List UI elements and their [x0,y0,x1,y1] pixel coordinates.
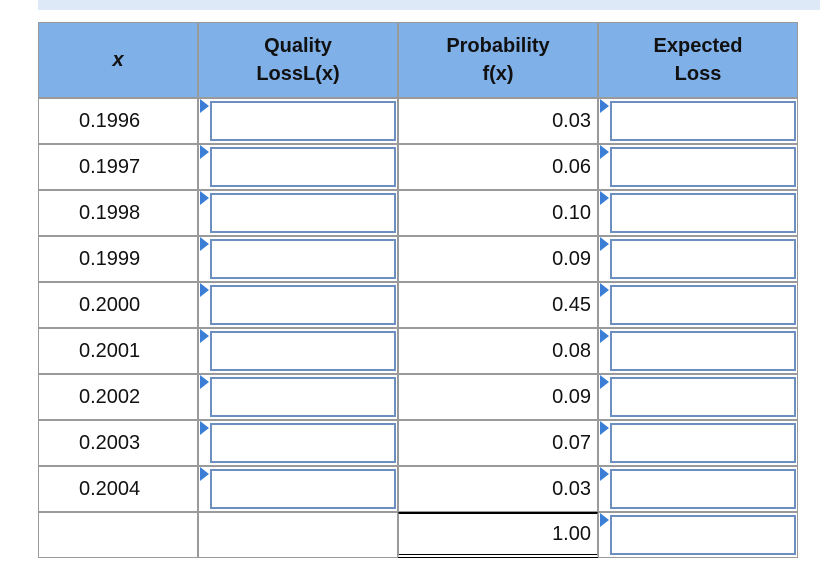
expected-cell [598,328,798,374]
input-marker [600,467,609,481]
input-box[interactable] [610,469,796,509]
input-marker [200,99,209,113]
input-marker [200,283,209,297]
input-box[interactable] [210,193,396,233]
input-box[interactable] [210,239,396,279]
expected-cell [598,144,798,190]
quality-cell [198,466,398,512]
header-cell: Expected Loss [598,22,798,98]
x-cell: 0.1998 [38,190,198,236]
x-cell: 0.2002 [38,374,198,420]
input-box[interactable] [610,147,796,187]
header-text: Loss [674,63,722,85]
input-marker [200,329,209,343]
input-marker [600,329,609,343]
header-text: x [112,49,124,71]
input-marker [600,283,609,297]
probability-cell: 0.08 [398,328,598,374]
input-box[interactable] [610,423,796,463]
header-cell: x [38,22,198,98]
probability-cell: 0.09 [398,374,598,420]
input-marker [600,99,609,113]
quality-cell [198,190,398,236]
input-marker [200,467,209,481]
header-text: f(x) [482,63,514,85]
input-box[interactable] [610,101,796,141]
x-cell: 0.2000 [38,282,198,328]
input-box[interactable] [610,331,796,371]
probability-cell: 0.45 [398,282,598,328]
input-box[interactable] [210,147,396,187]
x-cell: 0.2001 [38,328,198,374]
input-box[interactable] [610,193,796,233]
x-cell: 0.1996 [38,98,198,144]
expected-cell [598,374,798,420]
expected-cell [598,282,798,328]
expected-cell [598,236,798,282]
quality-cell [198,98,398,144]
x-cell [38,512,198,558]
probability-cell: 1.00 [398,512,598,558]
header-cell: Probability f(x) [398,22,598,98]
input-box[interactable] [210,101,396,141]
input-box[interactable] [210,423,396,463]
x-cell: 0.2004 [38,466,198,512]
header-text: LossL(x) [256,63,340,85]
probability-cell: 0.10 [398,190,598,236]
quality-cell [198,420,398,466]
input-marker [600,237,609,251]
x-cell: 0.2003 [38,420,198,466]
top-bar [38,0,820,10]
header-text: Probability [446,35,550,57]
input-marker [200,421,209,435]
input-box[interactable] [210,469,396,509]
quality-cell [198,282,398,328]
expected-cell [598,466,798,512]
expected-cell [598,420,798,466]
input-marker [600,513,609,527]
input-marker [600,191,609,205]
expected-cell [598,98,798,144]
header-cell: Quality LossL(x) [198,22,398,98]
input-marker [600,145,609,159]
quality-cell [198,374,398,420]
probability-cell: 0.03 [398,466,598,512]
quality-cell [198,328,398,374]
input-marker [200,145,209,159]
probability-cell: 0.03 [398,98,598,144]
input-box[interactable] [210,377,396,417]
header-text: Expected [653,35,743,57]
probability-cell: 0.07 [398,420,598,466]
quality-cell [198,144,398,190]
input-box[interactable] [210,285,396,325]
input-box[interactable] [610,239,796,279]
input-marker [200,191,209,205]
input-marker [600,421,609,435]
input-box[interactable] [610,285,796,325]
probability-cell: 0.06 [398,144,598,190]
input-marker [200,237,209,251]
quality-cell [198,512,398,558]
input-box[interactable] [610,515,796,555]
input-marker [600,375,609,389]
x-cell: 0.1997 [38,144,198,190]
input-box[interactable] [610,377,796,417]
header-text: Quality [264,35,332,57]
x-cell: 0.1999 [38,236,198,282]
expected-cell [598,512,798,558]
probability-cell: 0.09 [398,236,598,282]
quality-cell [198,236,398,282]
input-marker [200,375,209,389]
expected-cell [598,190,798,236]
input-box[interactable] [210,331,396,371]
